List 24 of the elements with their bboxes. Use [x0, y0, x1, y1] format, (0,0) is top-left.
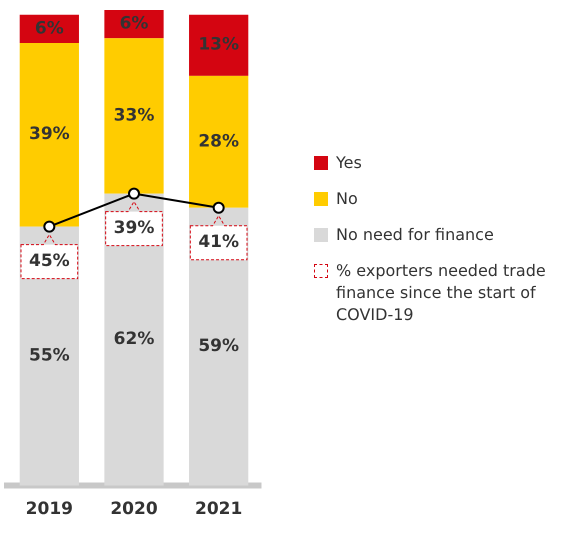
x-tick-label: 2019: [26, 499, 73, 520]
data-label: 39%: [28, 124, 70, 144]
data-label: 28%: [198, 131, 240, 152]
legend-label: Yes: [336, 152, 362, 174]
text: % exporters needed trade finance since the start of COVID-19: [336, 260, 547, 326]
x-tick-label: 2020: [110, 499, 158, 520]
legend-label: No: [336, 188, 358, 210]
bar: [20, 42, 79, 227]
bar: [189, 76, 248, 208]
data-label: 6%: [120, 14, 148, 34]
annotation: 39%: [114, 218, 154, 238]
data-label: 13%: [198, 34, 240, 55]
x-tick-label: 2021: [195, 499, 242, 520]
bar: [189, 208, 248, 486]
data-label: 59%: [198, 336, 240, 356]
legend-label: No need for finance: [336, 224, 494, 246]
bar: [189, 14, 248, 76]
data-label: 55%: [28, 346, 70, 366]
data-label: 6%: [34, 18, 64, 38]
data-label: 33%: [114, 105, 154, 126]
bar: [104, 38, 164, 194]
annotation: 41%: [198, 232, 240, 252]
data-label: 62%: [114, 329, 154, 350]
annotation: 45%: [28, 251, 70, 272]
